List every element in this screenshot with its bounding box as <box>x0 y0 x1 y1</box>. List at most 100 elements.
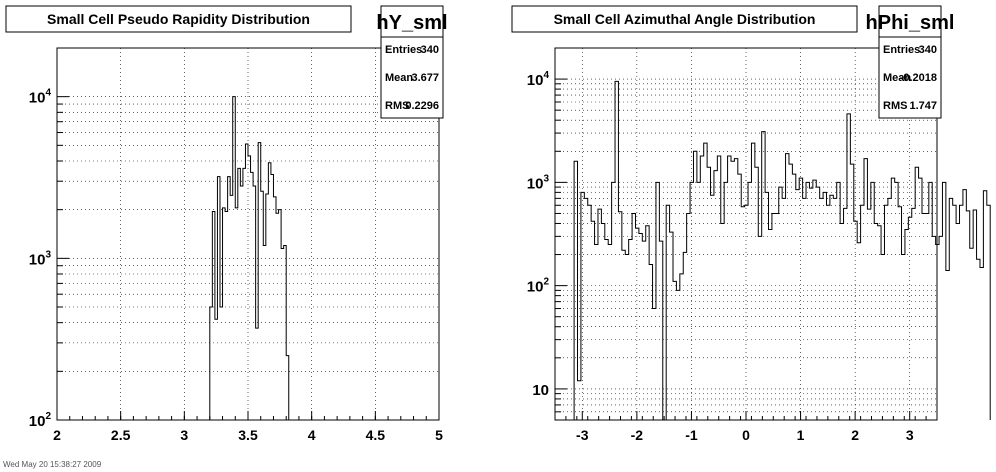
histogram-bin <box>253 186 256 420</box>
y-tick-label: 104 <box>527 70 550 89</box>
histogram-bin <box>235 208 238 420</box>
histogram-bin <box>642 241 645 420</box>
stats-value-entries: 340 <box>421 44 439 56</box>
x-tick-label: 2.5 <box>111 427 131 443</box>
histogram-bin <box>765 192 768 420</box>
title-box <box>5 5 352 33</box>
histogram-bin <box>251 172 254 420</box>
histogram-bin <box>888 198 891 420</box>
histogram-bin <box>963 190 966 420</box>
histogram-bin <box>574 161 577 420</box>
histogram-bin <box>273 197 276 420</box>
histogram-bin <box>245 144 248 420</box>
histogram-bin <box>615 81 618 420</box>
histogram-bin <box>755 167 758 420</box>
histogram-bin <box>683 252 686 420</box>
histogram-bin <box>837 182 840 420</box>
histogram-bin <box>711 195 714 420</box>
histogram-bin <box>960 205 963 420</box>
histogram-bin <box>724 182 727 420</box>
histogram-bin <box>728 156 731 420</box>
histogram-bin <box>248 156 251 420</box>
stats-frame <box>878 5 942 119</box>
plot-frame <box>56 47 440 421</box>
y-tick-label: 10 <box>532 382 549 399</box>
histogram-bin <box>690 182 693 420</box>
x-tick-label: -1 <box>685 427 698 443</box>
histogram-bin <box>578 381 581 420</box>
histogram-bin <box>741 207 744 420</box>
histogram-bin <box>263 246 266 420</box>
histogram-bin <box>629 239 632 420</box>
histogram-bin <box>281 249 284 420</box>
x-tick-label: 3 <box>906 427 914 443</box>
histogram-bin <box>813 180 816 420</box>
histogram-bin <box>789 164 792 420</box>
histogram-bin <box>772 213 775 420</box>
histogram-bin <box>717 156 720 420</box>
histogram-bin <box>895 182 898 420</box>
histogram-bin <box>915 167 918 420</box>
stats-value-mean: -0.2018 <box>900 72 937 84</box>
histogram-bin <box>635 228 638 420</box>
histogram-bin <box>601 223 604 420</box>
histogram-steps <box>209 96 302 421</box>
histogram-bin <box>847 114 850 420</box>
histogram-bin <box>980 267 983 420</box>
histogram-bin <box>605 239 608 420</box>
x-tick-label: -2 <box>631 427 644 443</box>
x-tick-label: 0 <box>742 427 750 443</box>
x-tick-label: 2 <box>851 427 859 443</box>
chart-panel-2: -3 -2 -1 0 1 2 3 10 102 103 104 Small Cell Azimutha… <box>511 5 991 443</box>
histogram-bin <box>622 250 625 420</box>
x-tick-label: 4 <box>308 427 316 443</box>
histogram-bin <box>878 226 881 420</box>
histogram-bin <box>261 191 264 420</box>
histogram-bin <box>217 177 220 420</box>
histogram-bin <box>973 210 976 420</box>
y-tick-label: 103 <box>29 249 52 268</box>
histogram-bin <box>758 236 761 420</box>
histogram-bin <box>830 195 833 420</box>
histogram-bin <box>823 192 826 420</box>
histogram-steps <box>573 80 991 421</box>
stats-value-rms: 0.2296 <box>405 100 439 112</box>
histogram-bin <box>591 221 594 420</box>
histogram-bin <box>649 265 652 420</box>
histogram-bin <box>595 245 598 420</box>
histogram-bin <box>210 307 213 420</box>
histogram-bin <box>745 205 748 420</box>
stats-histogram-name: hPhi_sml <box>866 12 955 34</box>
chart-title: Small Cell Pseudo Rapidity Distribution <box>47 11 310 27</box>
histogram-bin <box>799 178 802 420</box>
histogram-bin <box>676 290 679 420</box>
histogram-bin <box>721 223 724 420</box>
histogram-bin <box>929 182 932 420</box>
histogram-bin <box>850 164 853 420</box>
histogram-bin <box>680 274 683 420</box>
histogram-bin <box>861 205 864 420</box>
histogram-bin <box>919 178 922 420</box>
histogram-bin <box>867 209 870 420</box>
histogram-bin <box>953 205 956 420</box>
histogram-bin <box>949 198 952 420</box>
histogram-bin <box>786 154 789 420</box>
histogram-bin <box>977 259 980 420</box>
histogram-bin <box>775 213 778 420</box>
histogram-bin <box>608 245 611 420</box>
x-tick-label: 5 <box>435 427 443 443</box>
y-tick-label: 103 <box>527 173 550 192</box>
histogram-bin <box>659 241 662 420</box>
histogram-bin <box>271 175 274 420</box>
histogram-bin <box>666 205 669 420</box>
stats-label-mean: Mean <box>385 72 413 84</box>
histogram-bin <box>240 186 243 420</box>
histogram-bin <box>840 223 843 420</box>
histogram-bin <box>826 205 829 420</box>
histogram-bin <box>925 213 928 420</box>
stats-value-rms: 1.747 <box>909 100 937 112</box>
title-box <box>511 5 858 33</box>
y-tick-label: 102 <box>527 277 550 296</box>
